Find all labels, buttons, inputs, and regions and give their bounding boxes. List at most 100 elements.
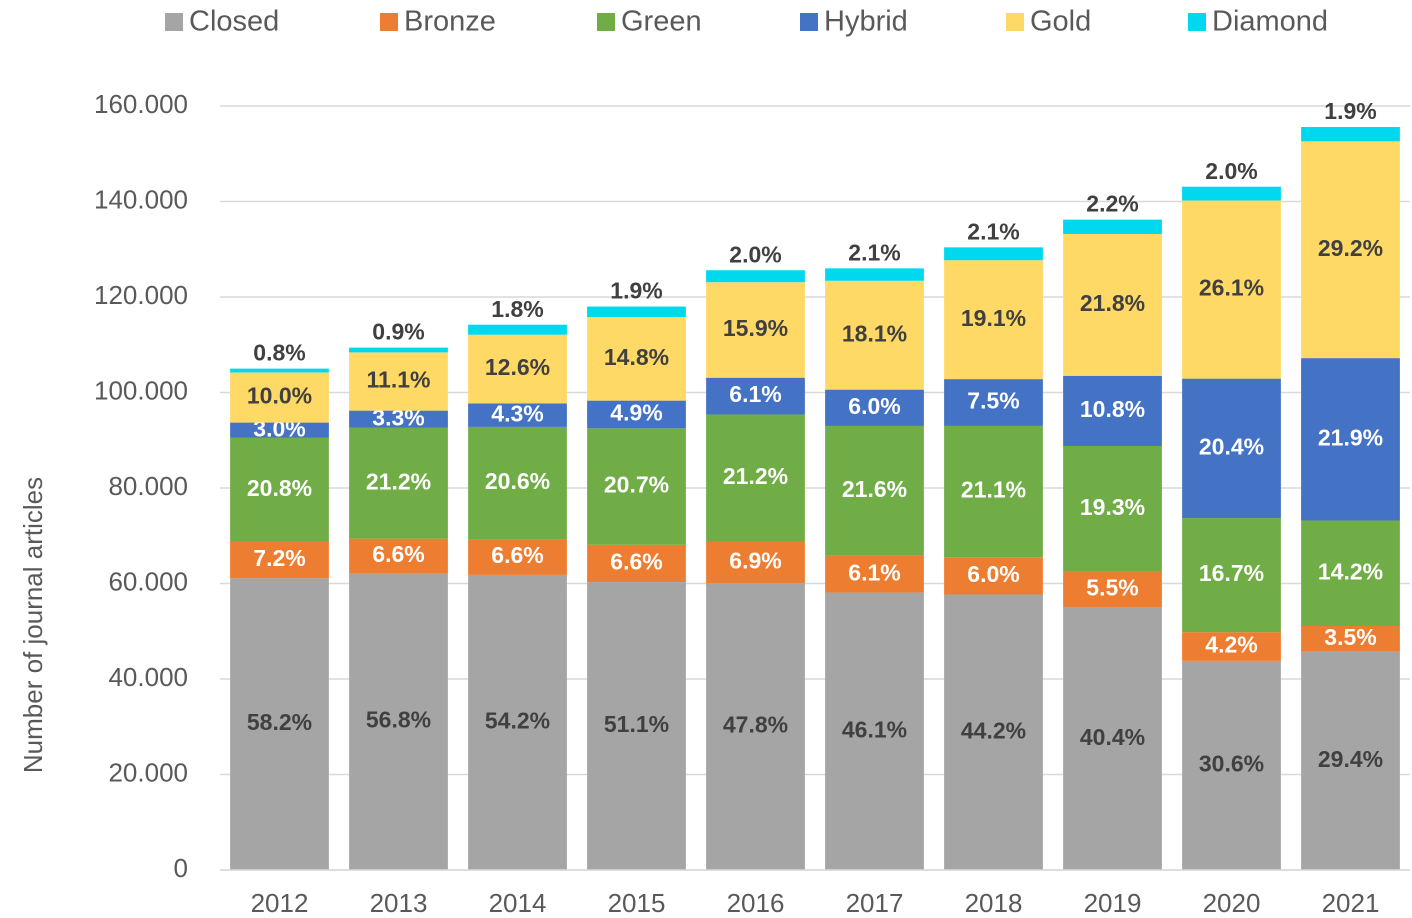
bar-segment: [944, 379, 1043, 426]
data-label: 15.9%: [723, 315, 788, 341]
data-label: 6.9%: [729, 547, 781, 573]
bar-segment: [1182, 518, 1281, 633]
bar-segment: [1063, 571, 1162, 608]
bar-segment: [1301, 625, 1400, 652]
data-label: 4.9%: [610, 400, 662, 426]
bar-segment: [706, 377, 805, 415]
bar-segment: [1301, 127, 1400, 142]
data-label: 21.2%: [723, 463, 788, 489]
data-label: 2.0%: [729, 241, 781, 267]
bar-segment: [825, 592, 924, 870]
bar-segment: [1063, 375, 1162, 446]
bar-segment: [1182, 186, 1281, 201]
data-label: 21.1%: [961, 477, 1026, 503]
data-label: 4.3%: [491, 400, 543, 426]
data-label: 2.0%: [1205, 158, 1257, 184]
bar-segment: [230, 541, 329, 579]
y-tick-label: 140.000: [94, 184, 188, 214]
y-tick-label: 160.000: [94, 89, 188, 119]
legend-label: Green: [621, 6, 702, 38]
bar-segment: [825, 555, 924, 593]
bar-segment: [944, 247, 1043, 261]
y-tick-label: 60.000: [108, 566, 188, 596]
bar-segment: [1301, 358, 1400, 521]
data-label: 0.8%: [253, 340, 305, 366]
bar-segment: [1301, 141, 1400, 359]
bar-segment: [1182, 660, 1281, 870]
x-tick-label: 2013: [370, 888, 428, 918]
bar-segment: [230, 437, 329, 542]
bar-segment: [587, 544, 686, 583]
bar-segment: [944, 260, 1043, 380]
legend-label: Bronze: [404, 6, 496, 38]
data-label: 2.1%: [848, 239, 900, 265]
bar-segment: [706, 282, 805, 378]
bar-segment: [1063, 607, 1162, 870]
bar-segment: [587, 306, 686, 318]
bar-segment: [468, 574, 567, 870]
data-label: 21.9%: [1318, 424, 1383, 450]
bar-segment: [587, 428, 686, 545]
legend-label: Diamond: [1212, 6, 1328, 38]
data-label: 20.8%: [247, 475, 312, 501]
data-label: 47.8%: [723, 712, 788, 738]
bar-segment: [825, 389, 924, 426]
bar-segment: [349, 538, 448, 573]
data-label: 1.9%: [610, 278, 662, 304]
data-label: 10.0%: [247, 383, 312, 409]
bar-segment: [1182, 378, 1281, 519]
bar-segment: [468, 539, 567, 575]
data-label: 29.4%: [1318, 746, 1383, 772]
y-tick-label: 0: [174, 853, 188, 883]
bar-segment: [944, 425, 1043, 558]
bar-segment: [349, 347, 448, 353]
legend-label: Gold: [1030, 6, 1091, 38]
data-label: 7.5%: [967, 388, 1019, 414]
bar-segment: [468, 324, 567, 335]
bar-segment: [706, 414, 805, 542]
legend-swatch: [1188, 13, 1206, 31]
bar-segment: [349, 427, 448, 539]
bar-segment: [349, 352, 448, 411]
bar-segment: [944, 557, 1043, 595]
data-label: 6.0%: [967, 561, 1019, 587]
x-tick-label: 2014: [489, 888, 547, 918]
legend-swatch: [800, 13, 818, 31]
bar-segment: [1301, 651, 1400, 870]
y-tick-label: 40.000: [108, 662, 188, 692]
data-label: 19.3%: [1080, 494, 1145, 520]
data-label: 3.5%: [1324, 624, 1376, 650]
data-label: 11.1%: [367, 367, 431, 393]
bar-segment: [825, 280, 924, 390]
y-tick-label: 80.000: [108, 471, 188, 501]
data-label: 19.1%: [961, 305, 1026, 331]
bar-segment: [706, 541, 805, 584]
data-label: 4.2%: [1205, 632, 1257, 658]
legend-swatch: [1006, 13, 1024, 31]
data-label: 1.8%: [491, 296, 543, 322]
bar-segment: [587, 317, 686, 401]
bar-segment: [1063, 233, 1162, 376]
data-label: 18.1%: [842, 320, 907, 346]
data-label: 5.5%: [1086, 575, 1138, 601]
bar-segment: [1063, 445, 1162, 572]
bar-segment: [825, 425, 924, 556]
legend-label: Closed: [189, 6, 279, 38]
x-tick-label: 2020: [1203, 888, 1261, 918]
data-label: 0.9%: [372, 319, 424, 345]
data-label: 44.2%: [961, 717, 1026, 743]
bar-segment: [1063, 219, 1162, 234]
data-label: 26.1%: [1199, 275, 1264, 301]
bar-segment: [349, 572, 448, 870]
data-label: 2.2%: [1086, 191, 1138, 217]
data-label: 58.2%: [247, 709, 312, 735]
x-tick-label: 2018: [965, 888, 1023, 918]
data-label: 21.2%: [366, 468, 431, 494]
x-tick-label: 2015: [608, 888, 666, 918]
legend-label: Hybrid: [824, 6, 908, 38]
bar-segment: [349, 410, 448, 428]
data-label: 56.8%: [366, 707, 431, 733]
bar-segment: [230, 578, 329, 870]
bar-segment: [825, 268, 924, 281]
